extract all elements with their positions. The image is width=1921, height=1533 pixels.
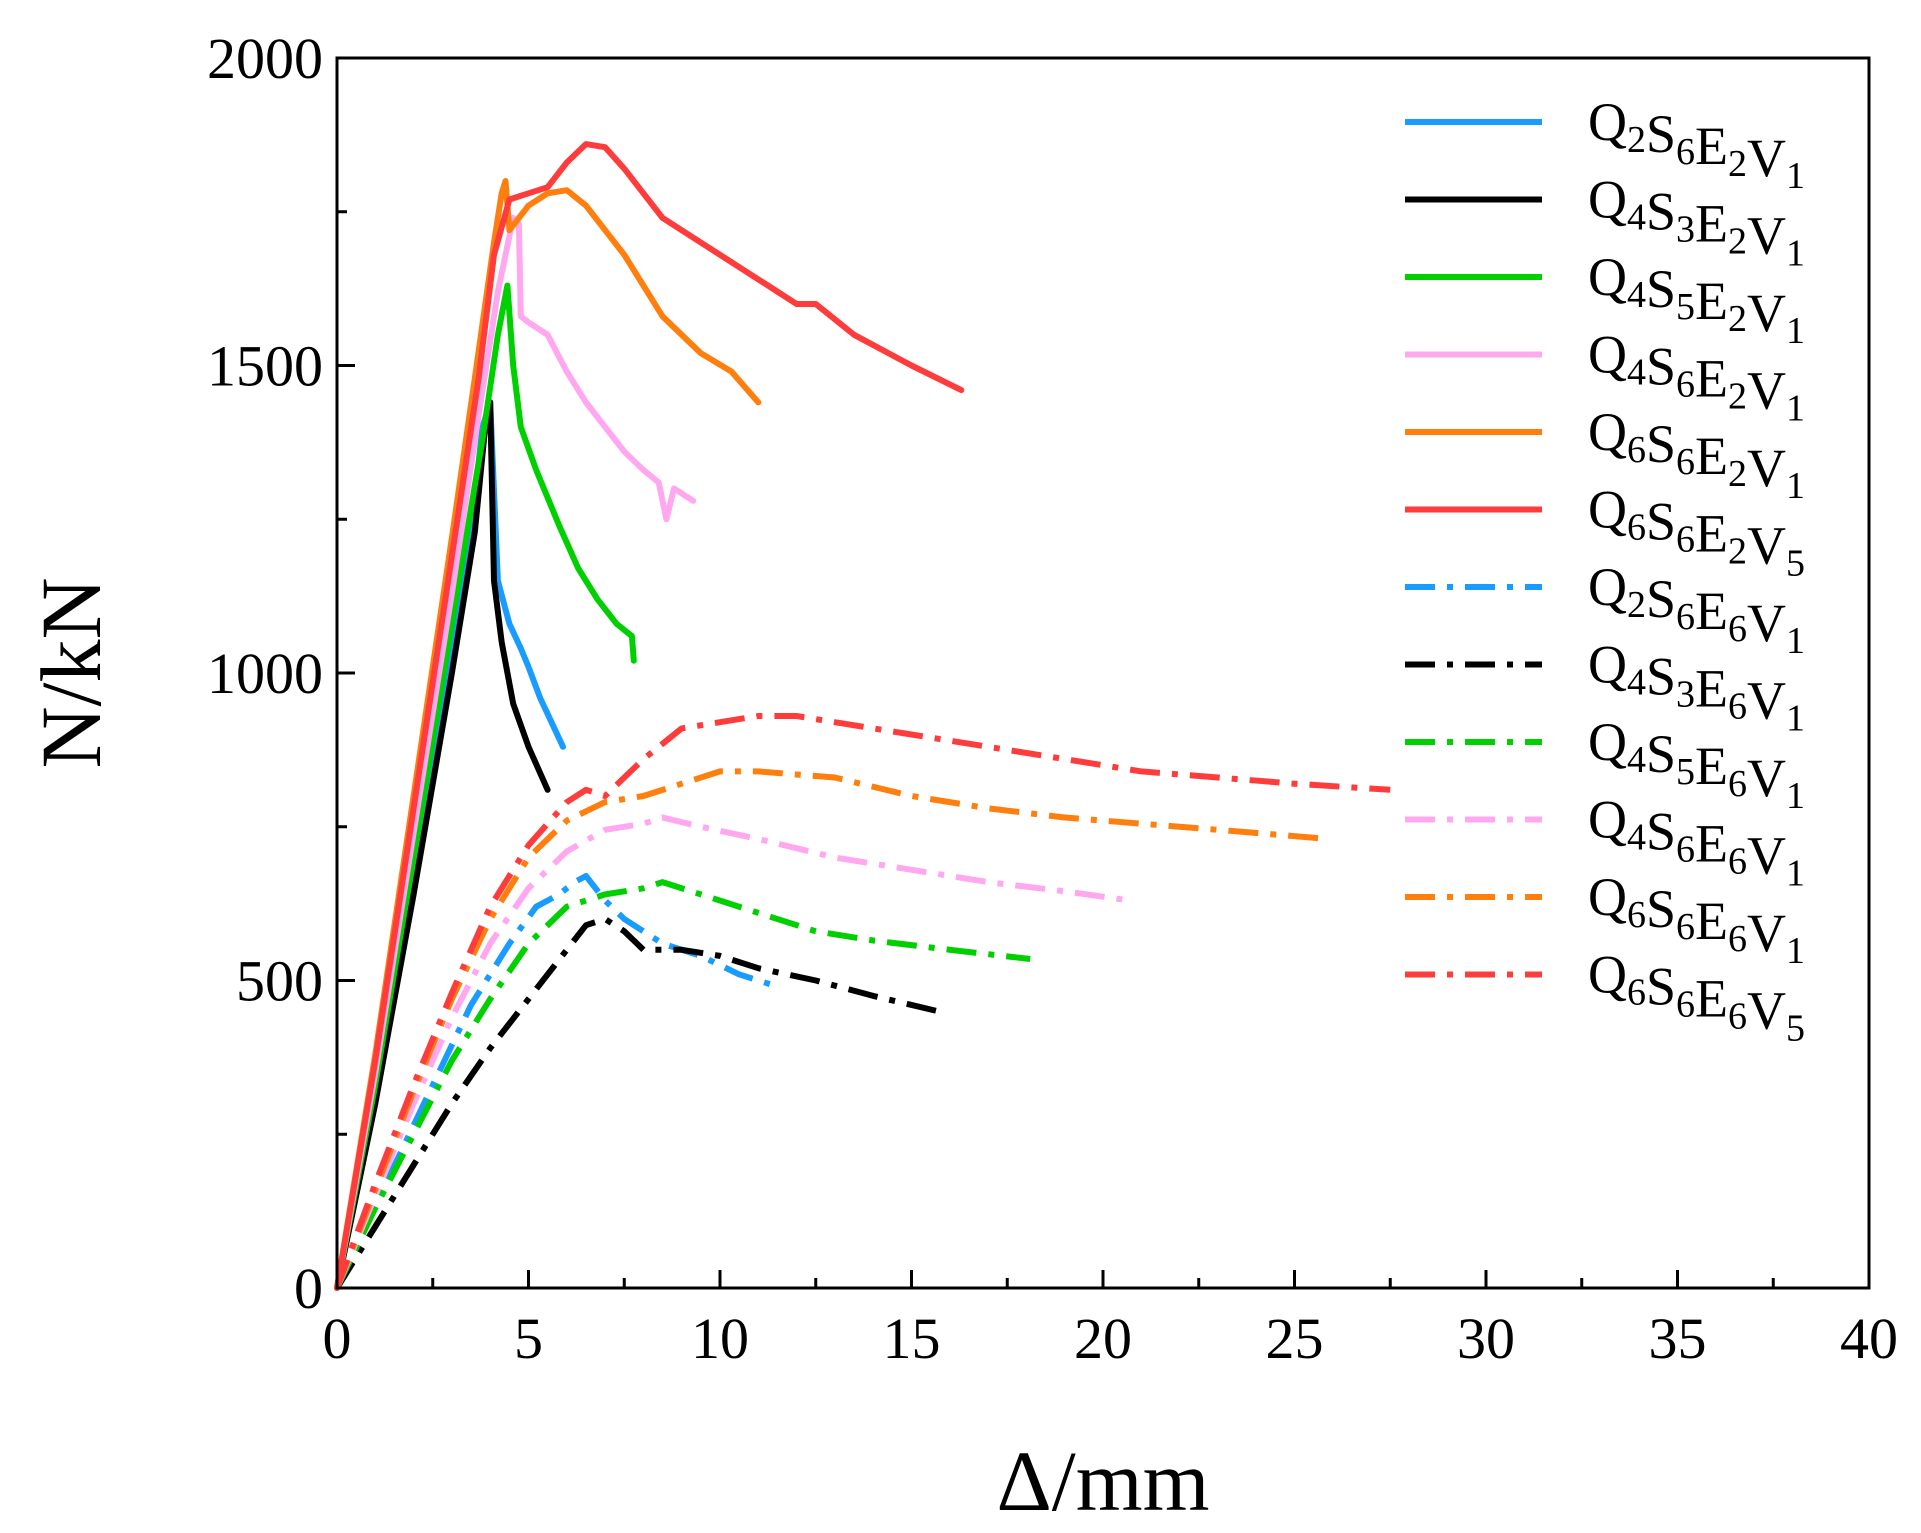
legend-label-Q6S6E2V1: Q6S6E2V1 [1588,402,1805,507]
legend-label-Q6S6E2V5: Q6S6E2V5 [1588,480,1805,585]
legend-label-Q4S5E6V1: Q4S5E6V1 [1588,712,1805,817]
x-tick-label: 10 [691,1306,749,1371]
legend-label-Q4S3E2V1: Q4S3E2V1 [1588,170,1805,275]
series-line-Q4S3E6V1 [334,916,939,1290]
x-tick-label: 20 [1074,1306,1132,1371]
series-line-Q4S6E6V1 [334,814,1131,1290]
y-tick-label: 2000 [207,26,323,91]
series-line-Q4S5E6V1 [334,879,1031,1290]
x-tick-label: 30 [1457,1306,1515,1371]
legend-label-Q6S6E6V5: Q6S6E6V5 [1588,945,1805,1050]
x-tick-label: 35 [1649,1306,1707,1371]
series-line-Q6S6E2V5 [334,141,965,1291]
series-line-Q4S6E2V1 [334,214,697,1291]
series-line-Q6S6E6V5 [334,713,1391,1290]
tick-layer: 0 5 10 15 20 25 30 35 40 0 500 1000 1500 2000 [207,26,1898,1371]
legend-label-Q4S6E6V1: Q4S6E6V1 [1588,790,1805,895]
legend-label-Q4S6E2V1: Q4S6E2V1 [1588,325,1805,430]
x-axis-title: Δ/mm [997,1433,1210,1529]
x-tick-label: 15 [883,1306,941,1371]
series-layer [334,141,1391,1291]
legend-label-Q2S6E6V1: Q2S6E6V1 [1588,557,1805,662]
y-tick-label: 1500 [207,334,323,399]
x-tick-label: 25 [1266,1306,1324,1371]
y-axis-title: N/kN [23,577,119,768]
y-tick-label: 0 [294,1256,323,1321]
x-tick-label: 5 [514,1306,543,1371]
legend-label-Q4S3E6V1: Q4S3E6V1 [1588,635,1805,740]
x-tick-label: 40 [1840,1306,1898,1371]
legend: Q2S6E2V1Q4S3E2V1Q4S5E2V1Q4S6E2V1Q6S6E2V1… [1405,92,1805,1050]
legend-label-Q4S5E2V1: Q4S5E2V1 [1588,247,1805,352]
y-tick-label: 500 [236,949,323,1014]
y-tick-label: 1000 [207,641,323,706]
legend-label-Q6S6E6V1: Q6S6E6V1 [1588,867,1805,972]
series-line-Q4S5E2V1 [334,282,637,1291]
legend-label-Q2S6E2V1: Q2S6E2V1 [1588,92,1805,197]
x-tick-label: 0 [323,1306,352,1371]
